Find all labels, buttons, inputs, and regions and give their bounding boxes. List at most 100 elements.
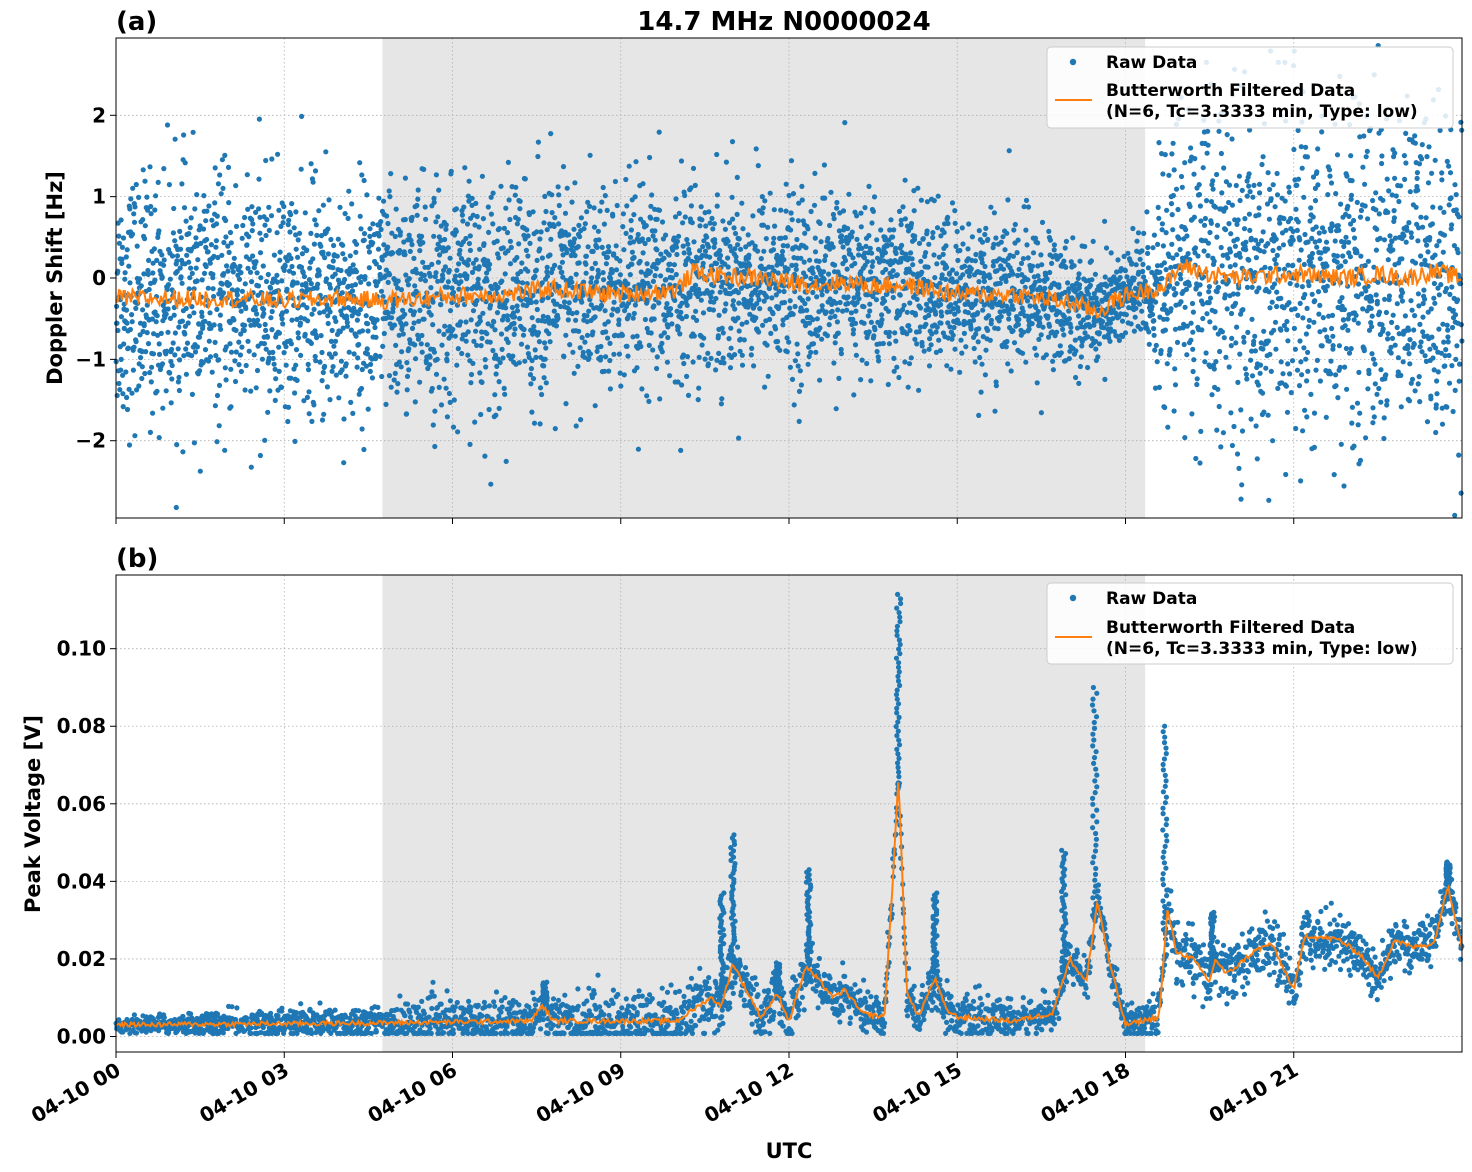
raw-data-point: [993, 383, 1000, 389]
raw-data-point: [431, 199, 437, 205]
raw-data-point: [603, 261, 610, 267]
raw-data-point: [1182, 160, 1188, 166]
raw-data-point: [487, 302, 494, 308]
raw-data-point: [1063, 264, 1069, 270]
raw-data-point: [981, 278, 988, 284]
raw-data-point: [430, 299, 436, 305]
raw-data-point: [350, 410, 356, 416]
raw-data-point: [130, 367, 136, 373]
raw-data-point: [1058, 350, 1064, 356]
raw-data-point: [864, 259, 871, 265]
raw-data-point: [1169, 212, 1175, 218]
raw-data-point: [274, 230, 280, 236]
raw-data-point: [297, 320, 304, 326]
raw-data-point: [237, 352, 243, 358]
raw-data-point: [1050, 358, 1056, 364]
raw-data-point: [271, 252, 277, 258]
raw-data-point: [1174, 339, 1181, 345]
raw-data-point: [342, 256, 348, 262]
raw-data-point: [165, 306, 171, 312]
raw-data-point: [313, 222, 319, 228]
raw-data-point: [463, 235, 469, 242]
raw-data-point: [187, 275, 193, 281]
raw-data-point: [529, 409, 535, 415]
raw-data-point: [1003, 344, 1009, 350]
raw-data-point: [1292, 346, 1298, 352]
raw-data-point: [171, 205, 177, 212]
raw-data-point: [1196, 191, 1203, 198]
raw-data-point: [1389, 319, 1395, 325]
raw-data-point: [952, 208, 958, 214]
raw-data-point: [1354, 199, 1360, 205]
raw-data-point: [1261, 328, 1267, 334]
raw-data-point: [320, 202, 326, 208]
raw-data-point: [1193, 455, 1199, 462]
raw-data-point: [684, 354, 691, 360]
raw-data-point: [777, 347, 783, 353]
raw-data-point: [214, 306, 220, 312]
raw-data-point: [1197, 203, 1203, 209]
raw-data-point: [661, 255, 667, 261]
raw-data-point: [323, 276, 330, 282]
raw-data-point: [1077, 282, 1083, 288]
raw-data-point: [762, 384, 768, 390]
raw-data-point: [1265, 412, 1271, 418]
raw-data-point: [464, 286, 470, 292]
raw-data-point: [527, 240, 533, 246]
raw-data-point: [573, 423, 579, 429]
raw-data-point: [740, 226, 746, 232]
raw-data-point: [1043, 352, 1049, 358]
raw-data-point: [198, 240, 204, 246]
raw-data-point: [1334, 253, 1340, 259]
raw-data-point: [150, 351, 157, 357]
raw-data-point: [458, 319, 464, 325]
raw-data-point: [432, 443, 438, 450]
raw-data-point: [1320, 315, 1326, 321]
raw-data-point: [408, 237, 414, 244]
raw-data-point: [1348, 192, 1355, 198]
raw-data-point: [257, 452, 263, 459]
raw-data-point: [119, 260, 125, 266]
raw-data-point: [1023, 227, 1029, 233]
raw-data-point: [467, 441, 473, 447]
raw-data-point: [610, 213, 616, 219]
raw-data-point: [1402, 176, 1408, 182]
raw-data-point: [444, 414, 450, 420]
raw-data-point: [1277, 220, 1283, 226]
raw-data-point: [709, 215, 715, 221]
raw-data-point: [223, 377, 229, 383]
raw-data-point: [1256, 285, 1262, 291]
raw-data-point: [1134, 238, 1140, 244]
raw-data-point: [166, 182, 172, 188]
raw-data-point: [710, 226, 716, 232]
raw-data-point: [464, 221, 471, 227]
raw-data-point: [426, 304, 432, 310]
raw-data-point: [543, 345, 549, 351]
raw-data-point: [1383, 309, 1389, 316]
raw-data-point: [268, 315, 274, 321]
raw-data-point: [616, 317, 622, 323]
raw-data-point: [934, 225, 941, 231]
raw-data-point: [654, 216, 660, 222]
raw-data-point: [991, 210, 998, 216]
raw-data-point: [421, 272, 427, 278]
raw-data-point: [978, 389, 984, 395]
raw-data-point: [302, 210, 308, 216]
raw-data-point: [138, 355, 144, 361]
raw-data-point: [271, 361, 277, 367]
raw-data-point: [1205, 128, 1211, 134]
raw-data-point: [765, 224, 771, 230]
raw-data-point: [288, 255, 294, 261]
raw-data-point: [194, 278, 200, 284]
raw-data-point: [526, 211, 533, 218]
raw-data-point: [1267, 305, 1273, 311]
raw-data-point: [283, 362, 289, 368]
raw-data-point: [1260, 154, 1266, 160]
raw-data-point: [357, 306, 363, 313]
raw-data-point: [506, 197, 512, 203]
raw-data-point: [156, 341, 162, 347]
raw-data-point: [151, 331, 157, 337]
raw-data-point: [253, 209, 259, 215]
raw-data-point: [273, 376, 279, 382]
raw-data-point: [480, 216, 486, 222]
